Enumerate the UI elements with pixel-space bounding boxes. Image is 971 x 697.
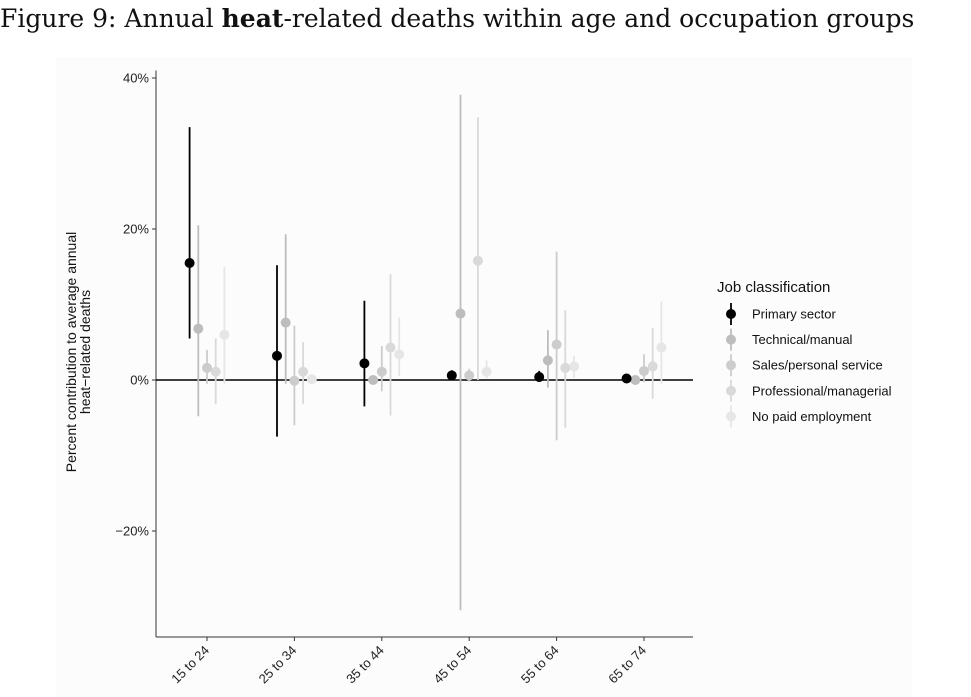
legend-label: Primary sector bbox=[752, 307, 836, 322]
y-axis-label-line: heat−related deaths bbox=[77, 290, 93, 414]
y-axis-label-line: Percent contribution to average annual bbox=[63, 232, 79, 473]
data-point bbox=[289, 375, 300, 386]
data-point bbox=[376, 366, 387, 377]
legend-key-point bbox=[726, 385, 736, 396]
data-point bbox=[280, 317, 291, 328]
data-point bbox=[306, 374, 317, 385]
legend-key-point bbox=[726, 309, 736, 319]
data-point bbox=[621, 373, 632, 384]
x-tick-label: 25 to 34 bbox=[256, 643, 300, 687]
x-tick-label: 35 to 44 bbox=[343, 643, 387, 687]
legend-label: Sales/personal service bbox=[752, 358, 883, 373]
y-tick-label: 40% bbox=[123, 71, 149, 86]
figure-caption: Figure 9: Annual heat-related deaths wit… bbox=[0, 4, 971, 33]
data-point bbox=[481, 366, 492, 377]
y-axis-label: Percent contribution to average annualhe… bbox=[63, 232, 93, 473]
x-tick-label: 45 to 54 bbox=[430, 643, 474, 687]
data-point bbox=[656, 342, 667, 353]
data-point bbox=[569, 361, 579, 372]
legend-title: Job classification bbox=[717, 279, 830, 296]
data-point bbox=[219, 329, 230, 340]
data-point bbox=[560, 362, 571, 373]
data-point bbox=[210, 366, 221, 377]
y-tick-label: −20% bbox=[115, 524, 149, 539]
data-point bbox=[385, 342, 396, 353]
data-point bbox=[202, 362, 212, 373]
caption-bold: heat bbox=[221, 4, 284, 33]
x-tick-label: 15 to 24 bbox=[168, 643, 212, 687]
y-tick-label: 0% bbox=[130, 373, 149, 388]
data-point bbox=[647, 361, 658, 372]
y-tick-label: 20% bbox=[123, 222, 149, 237]
legend-label: No paid employment bbox=[752, 409, 872, 424]
data-point bbox=[359, 358, 370, 369]
data-point bbox=[551, 339, 562, 350]
data-point bbox=[193, 323, 204, 334]
legend-label: Technical/manual bbox=[752, 332, 853, 347]
data-point bbox=[272, 350, 282, 361]
data-point bbox=[472, 255, 483, 266]
legend-key-point bbox=[726, 334, 736, 345]
data-point bbox=[446, 370, 457, 381]
legend-key-point bbox=[726, 411, 736, 422]
legend-key-point bbox=[726, 360, 736, 371]
data-point bbox=[464, 370, 475, 381]
legend-label: Professional/managerial bbox=[752, 383, 892, 398]
caption-suffix: -related deaths within age and occupatio… bbox=[283, 4, 915, 33]
data-point bbox=[394, 349, 405, 360]
data-point bbox=[630, 375, 641, 385]
data-point bbox=[184, 257, 195, 268]
data-point bbox=[455, 308, 466, 319]
data-point bbox=[298, 366, 309, 377]
x-tick-label: 65 to 74 bbox=[605, 643, 649, 687]
data-point bbox=[639, 365, 649, 376]
data-point bbox=[534, 371, 545, 382]
x-tick-label: 55 to 64 bbox=[518, 643, 562, 687]
data-point bbox=[368, 375, 379, 385]
caption-prefix: Figure 9: Annual bbox=[0, 4, 222, 33]
data-point bbox=[542, 355, 553, 366]
